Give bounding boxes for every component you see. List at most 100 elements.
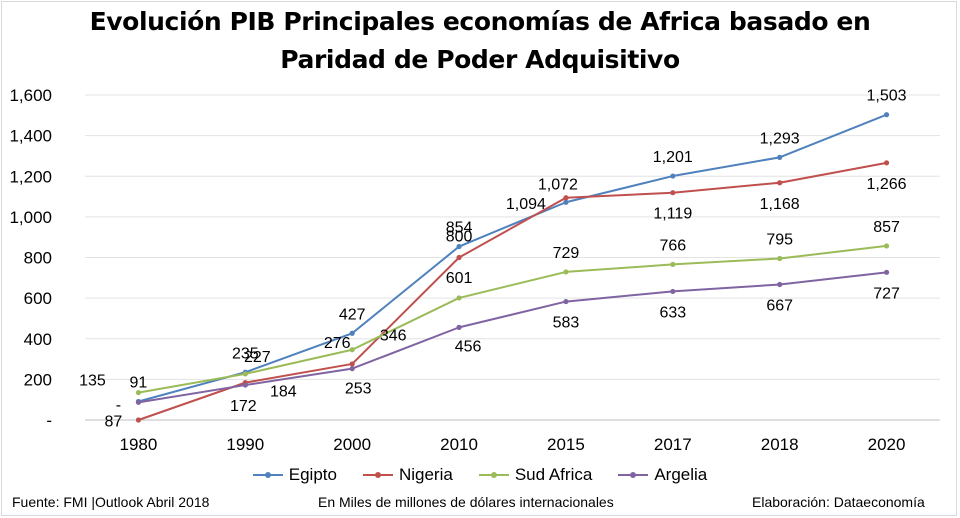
data-label: 135 xyxy=(79,373,106,390)
x-tick-label: 2015 xyxy=(547,435,585,454)
legend-swatch xyxy=(478,469,509,481)
data-point xyxy=(349,330,355,336)
data-point xyxy=(777,255,783,262)
y-tick-label: - xyxy=(46,411,52,430)
x-tick-label: 2010 xyxy=(440,435,478,454)
data-label: 729 xyxy=(553,245,580,262)
series-line-sud-africa xyxy=(138,244,887,394)
legend-swatch xyxy=(362,469,393,481)
legend-swatch xyxy=(618,469,649,481)
data-label: 766 xyxy=(659,237,686,254)
data-point xyxy=(670,190,676,196)
y-tick-label: 1,400 xyxy=(9,127,52,146)
legend-item: Nigeria xyxy=(362,465,453,485)
data-label: 227 xyxy=(244,349,271,366)
data-point xyxy=(883,243,890,249)
x-tick-label: 2018 xyxy=(761,435,799,454)
data-point xyxy=(777,180,783,186)
data-point xyxy=(563,199,569,205)
data-label: 1,094 xyxy=(506,196,546,213)
legend-label: Nigeria xyxy=(398,465,453,484)
data-point xyxy=(135,417,142,423)
data-label: 800 xyxy=(446,229,473,246)
data-point xyxy=(242,382,248,388)
legend-label: Egipto xyxy=(288,465,337,484)
data-label: 235 xyxy=(232,345,259,362)
units-note: En Miles de millones de dólares internac… xyxy=(318,494,614,510)
data-label: 253 xyxy=(345,381,372,398)
legend-item: Egipto xyxy=(252,465,337,485)
y-tick-label: 400 xyxy=(24,330,52,349)
data-point xyxy=(883,112,890,118)
series-line-egipto xyxy=(138,113,887,403)
data-point xyxy=(456,254,462,261)
data-point xyxy=(456,324,462,330)
chart-title-line-1: Evolución PIB Principales economías de A… xyxy=(89,7,871,36)
legend-label: Argelia xyxy=(654,465,708,484)
data-point xyxy=(883,160,890,166)
data-label: 1,266 xyxy=(867,176,907,193)
data-label: 727 xyxy=(873,285,900,302)
y-tick-label: 1,600 xyxy=(9,86,52,105)
data-label: 667 xyxy=(766,298,793,315)
x-tick-label: 2000 xyxy=(333,435,371,454)
data-label: 1,072 xyxy=(538,176,578,193)
data-point xyxy=(456,243,462,250)
x-tick-label: 1990 xyxy=(226,435,264,454)
data-label: 583 xyxy=(553,315,580,332)
data-point xyxy=(670,261,676,268)
chart-title-line-2: Paridad de Poder Adquisitivo xyxy=(280,45,680,74)
x-tick-label: 2020 xyxy=(868,435,906,454)
legend-item: Sud Africa xyxy=(478,465,593,485)
legend-label: Sud Africa xyxy=(514,465,593,484)
data-label: 91 xyxy=(130,375,148,392)
data-label: 1,201 xyxy=(653,149,693,166)
data-label: 795 xyxy=(766,232,793,249)
credit-note: Elaboración: Dataeconomía xyxy=(752,494,925,510)
data-point xyxy=(777,281,783,288)
data-label: 456 xyxy=(455,338,482,355)
data-label: 184 xyxy=(270,384,297,401)
y-tick-label: 1,200 xyxy=(9,167,52,186)
series-line-argelia xyxy=(138,271,887,404)
data-point xyxy=(777,154,783,160)
data-label: 172 xyxy=(230,398,257,415)
data-label: 276 xyxy=(324,335,351,352)
data-label: 346 xyxy=(380,328,407,345)
data-label: 87 xyxy=(105,413,123,430)
series-line-nigeria xyxy=(138,161,887,421)
legend-swatch xyxy=(252,469,283,481)
data-point xyxy=(670,173,676,179)
data-point xyxy=(883,269,890,275)
data-point xyxy=(135,389,142,396)
data-point xyxy=(670,288,676,295)
legend: Egipto Nigeria Sud Africa Argelia xyxy=(0,465,960,485)
x-tick-label: 1980 xyxy=(120,435,158,454)
data-label: 857 xyxy=(873,219,900,236)
data-point xyxy=(563,269,569,275)
data-point xyxy=(563,195,569,201)
y-tick-label: 600 xyxy=(24,289,52,308)
y-tick-label: 200 xyxy=(24,370,52,389)
y-tick-label: 800 xyxy=(24,249,52,268)
data-label: 601 xyxy=(446,270,473,287)
data-label: 854 xyxy=(446,220,473,237)
data-point xyxy=(242,371,248,377)
data-point xyxy=(349,361,355,367)
source-note: Fuente: FMI |Outlook Abril 2018 xyxy=(12,494,210,510)
data-label: 1,503 xyxy=(867,88,907,105)
data-point xyxy=(349,366,355,372)
data-label: - xyxy=(116,397,121,414)
data-label: 1,293 xyxy=(760,130,800,147)
data-point xyxy=(135,399,142,405)
data-label: 1,119 xyxy=(653,206,692,223)
data-point xyxy=(456,295,462,301)
data-point xyxy=(563,298,569,305)
data-label: 1,168 xyxy=(760,196,800,213)
y-tick-label: 1,000 xyxy=(9,208,52,227)
data-point xyxy=(349,347,355,353)
x-tick-label: 2017 xyxy=(654,435,692,454)
data-label: 633 xyxy=(659,304,686,321)
